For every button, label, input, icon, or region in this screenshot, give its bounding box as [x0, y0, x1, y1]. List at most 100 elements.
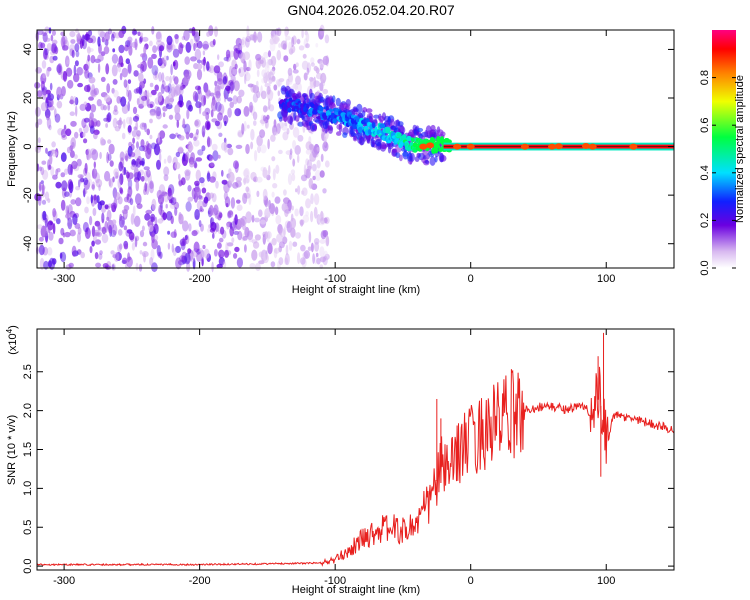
spectrogram-cell: [97, 223, 101, 231]
spectrogram-cell: [402, 151, 409, 157]
spectrogram-cell: [278, 241, 285, 249]
spectrogram-cell: [277, 79, 281, 88]
spectrogram-cell: [185, 131, 190, 140]
spectrogram-cell: [116, 96, 121, 104]
x-tick-label: -200: [189, 273, 211, 285]
spectrogram-cell: [193, 139, 200, 147]
spectrogram-cell: [196, 248, 201, 255]
spectrogram-cell: [187, 248, 192, 254]
spectrogram-cell: [83, 124, 89, 134]
spectrogram-cell: [316, 159, 321, 169]
spectrogram-cell: [65, 67, 73, 77]
spectrogram-cell: [87, 37, 94, 44]
spectrogram-cell: [387, 116, 392, 126]
spectrogram-cell: [145, 209, 153, 215]
spectrogram-cell: [98, 184, 101, 192]
spectrogram-cell: [212, 232, 215, 239]
spectrogram-cell: [170, 64, 173, 76]
spectrogram-cell: [80, 251, 85, 259]
spectrogram-cell: [121, 67, 128, 78]
spectrogram-cell: [149, 112, 156, 117]
spectrogram-cell: [128, 141, 133, 148]
spectrogram-cell: [68, 262, 74, 268]
spectrogram-cell: [111, 64, 118, 77]
spectrogram-cell: [245, 186, 250, 193]
spectrogram-cell: [182, 220, 189, 232]
spectrogram-cell: [295, 75, 301, 85]
spectrogram-cell: [123, 225, 128, 231]
spectrogram-cell: [69, 98, 74, 105]
spectrogram-cell: [207, 228, 211, 233]
spectrogram-cell: [91, 168, 98, 179]
spectrogram-cell: [242, 192, 248, 205]
spectrogram-cell: [284, 27, 288, 37]
spectrogram-cell: [86, 196, 90, 205]
spectrogram-cell: [283, 55, 289, 62]
spectrogram-cell: [217, 54, 220, 60]
spectrogram-cell: [310, 193, 314, 205]
spectrogram-cell: [125, 153, 129, 162]
spectrogram-cell: [303, 164, 307, 176]
spectrogram-cell: [236, 204, 243, 211]
spectrogram-cell: [140, 32, 144, 38]
spectrogram-cell: [136, 203, 143, 210]
spectrogram-cell: [97, 29, 104, 36]
spectrogram-signal-track: [277, 85, 674, 166]
spectrogram-cell: [56, 100, 63, 109]
spectrogram-cell: [136, 130, 141, 137]
spectrogram-cell: [170, 44, 176, 51]
spectrogram-cell: [139, 230, 145, 238]
spectrogram-cell: [357, 126, 363, 134]
spectrogram-cell: [127, 89, 132, 102]
spectrogram-cell: [273, 131, 278, 136]
spectrogram-cell: [196, 200, 204, 211]
spectrogram-cell: [40, 180, 44, 185]
spectrogram-cell: [239, 38, 245, 46]
spectrogram-cell: [270, 134, 276, 142]
spectrogram-cell: [144, 182, 148, 192]
spectrogram-cell: [419, 143, 428, 150]
snr-scale-suffix: ): [7, 325, 19, 329]
spectrogram-cell: [276, 233, 283, 243]
spectrogram-cell: [139, 62, 144, 69]
spectrogram-cell: [113, 105, 118, 112]
spectrogram-cell: [41, 183, 45, 196]
spectrogram-cell: [51, 150, 58, 157]
spectrogram-cell: [297, 82, 302, 93]
spectrogram-cell: [89, 153, 93, 159]
spectrogram-frame: [36, 29, 675, 269]
spectrogram-cell: [127, 36, 133, 43]
spectrogram-cell: [422, 149, 428, 158]
spectrogram-cell: [290, 217, 297, 229]
spectrogram-cell: [78, 179, 81, 188]
spectrogram-cell: [227, 107, 232, 118]
spectrogram-cell: [323, 134, 327, 144]
spectrogram-cell: [149, 40, 153, 47]
spectrogram-cell: [106, 83, 111, 94]
spectrogram-cell: [267, 98, 271, 110]
spectrogram-cell: [253, 176, 258, 183]
spectrogram-cell: [162, 124, 168, 129]
spectrogram-cell: [83, 63, 89, 71]
spectrogram-cell: [118, 44, 125, 54]
spectrogram-cell: [272, 183, 278, 189]
spectrogram-cell: [260, 144, 267, 154]
spectrogram-cell: [181, 36, 186, 41]
spectrogram-cell: [322, 55, 329, 66]
spectrogram-cell: [99, 31, 106, 38]
spectrogram-cell: [38, 244, 45, 256]
spectrogram-cell: [127, 186, 133, 198]
colorbar-label: Normalized spectral amplitude: [734, 75, 746, 223]
spectrogram-cell: [123, 79, 128, 88]
spectrogram-cell: [134, 38, 138, 51]
spectrogram-cell: [111, 33, 115, 42]
spectrogram-cell: [226, 242, 234, 247]
spectrogram-cell: [188, 144, 194, 152]
spectrogram-cell: [248, 236, 254, 243]
spectrogram-cell: [102, 263, 109, 269]
spectrogram-cell: [175, 257, 182, 270]
x-tick-label: -300: [53, 273, 75, 285]
spectrogram-cell: [322, 230, 329, 238]
spectrogram-cell: [205, 88, 211, 99]
spectrogram-cell: [285, 244, 289, 256]
